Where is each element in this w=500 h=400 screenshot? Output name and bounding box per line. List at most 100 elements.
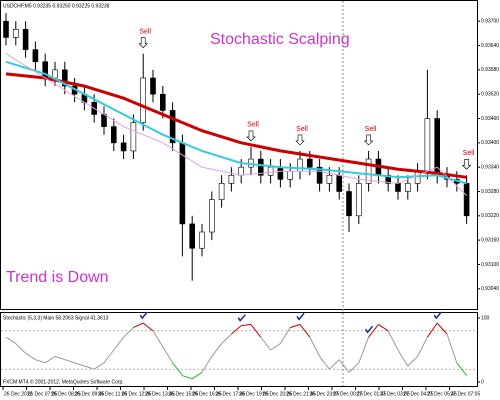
x-tick-label: 26 Dec 09:45 <box>75 391 105 397</box>
candle-body <box>32 49 39 63</box>
y-tick-label: 0.93400 <box>481 140 499 146</box>
stochastic-segment <box>133 322 144 329</box>
symbol-label: USDCHF,M5 0.93235 0.93250 0.93225 0.9323… <box>3 3 110 9</box>
sell-label: Sell <box>463 150 475 157</box>
stochastic-segment <box>417 336 428 357</box>
stochastic-segment <box>436 322 448 335</box>
candle-body <box>3 20 9 38</box>
y-tick-label: 0.93340 <box>481 164 499 170</box>
candle-body <box>13 29 19 38</box>
sell-arrow <box>295 134 305 146</box>
candle-body <box>336 174 343 192</box>
y-tick-label: 0.93580 <box>481 67 499 73</box>
stochastic-segment <box>103 349 115 364</box>
sell-arrow <box>363 134 374 146</box>
x-tick-label: 26 Dec 15:05 <box>169 391 199 397</box>
x-tick-label: 26 Dec 16:25 <box>192 391 222 397</box>
stochastic-segment <box>172 362 183 376</box>
stochastic-segment <box>74 362 85 367</box>
candle-body <box>463 183 470 217</box>
stochastic-segment <box>211 343 222 357</box>
candle-body <box>130 122 137 152</box>
stochastic-segment <box>123 327 134 338</box>
candle-body <box>150 77 156 95</box>
candle-body <box>52 69 58 79</box>
stochastic-segment <box>456 362 467 376</box>
stochastic-segment <box>250 324 262 338</box>
stochastic-segment <box>5 336 17 345</box>
x-tick-label: 27 Dec 01:45 <box>357 391 387 397</box>
y-tick-label: 100 <box>481 315 490 321</box>
sell-arrow <box>461 158 472 170</box>
candle-body <box>297 158 303 172</box>
candle-body <box>160 93 166 111</box>
candle-body <box>120 142 127 152</box>
stochastic-segment <box>378 323 389 332</box>
candle-body <box>395 183 401 192</box>
stochastic-segment <box>270 343 281 351</box>
x-tick-label: 27 Dec 03:05 <box>380 391 410 397</box>
y-tick-label: 0.93100 <box>481 262 499 268</box>
candle-body <box>404 183 411 192</box>
x-tick-label: 26 Dec 12:25 <box>122 391 152 397</box>
stochastic-segment <box>241 323 252 327</box>
stochastic-segment <box>152 330 164 348</box>
candle-body <box>189 223 195 249</box>
candle-body <box>257 158 264 176</box>
x-tick-label: 27 Dec 07:05 <box>451 391 481 397</box>
candle-body <box>306 158 313 168</box>
x-tick-label: 26 Dec 23:05 <box>310 391 340 397</box>
candle-body <box>424 118 431 172</box>
stochastic-segment <box>54 355 65 361</box>
candle-body <box>218 183 225 200</box>
stochastic-segment <box>368 324 379 338</box>
stochastic-segment <box>201 356 213 373</box>
y-tick-label: 0.93640 <box>481 43 499 49</box>
x-tick-label: 27 Dec 00:25 <box>333 391 363 397</box>
stochastic-segment <box>221 333 232 344</box>
y-tick-label: 0.93280 <box>481 189 499 195</box>
stochastic-segment <box>279 327 291 344</box>
stochastic-segment <box>387 330 399 351</box>
x-tick-label: 26 Dec 17:45 <box>216 391 246 397</box>
candle-body <box>316 166 323 184</box>
stochastic-segment <box>25 352 36 361</box>
candle-body <box>209 199 215 233</box>
stochastic-segment <box>338 359 350 373</box>
moving-average <box>5 53 467 196</box>
x-tick-label: 27 Dec 04:25 <box>404 391 434 397</box>
x-tick-label: 26 Dec 11:05 <box>98 391 128 397</box>
candle-body <box>101 114 107 127</box>
candle-body <box>61 69 68 87</box>
moving-average <box>5 60 467 185</box>
x-tick-label: 26 Dec 13:45 <box>145 391 175 397</box>
check-mark <box>364 325 374 334</box>
stochastic-panel <box>0 312 478 387</box>
stochastic-segment <box>93 362 105 370</box>
candle-body <box>365 158 372 184</box>
y-tick-label: 0.93160 <box>481 237 499 243</box>
stochastic-segment <box>319 356 330 370</box>
candle-body <box>169 110 176 144</box>
sell-label: Sell <box>247 122 259 129</box>
stochastic-segment <box>446 333 458 363</box>
candle-body <box>228 174 235 184</box>
stochastic-segment <box>358 337 370 363</box>
stochastic-segment <box>260 336 271 351</box>
candle-body <box>355 183 362 217</box>
x-tick-label: 26 Dec 20:25 <box>263 391 293 397</box>
stochastic-segment <box>397 349 409 367</box>
x-tick-label: 26 Dec 19:05 <box>239 391 269 397</box>
y-tick-label: 0 <box>481 379 484 385</box>
sell-label: Sell <box>296 126 308 133</box>
candle-body <box>199 231 205 249</box>
y-tick-label: 0.93460 <box>481 116 499 122</box>
stochastic-segment <box>299 324 311 338</box>
y-tick-label: 0.93220 <box>481 213 499 219</box>
y-tick-label: 0.93700 <box>481 19 499 25</box>
candle-body <box>267 166 274 176</box>
stochastic-segment <box>182 375 193 380</box>
candle-body <box>238 166 244 176</box>
